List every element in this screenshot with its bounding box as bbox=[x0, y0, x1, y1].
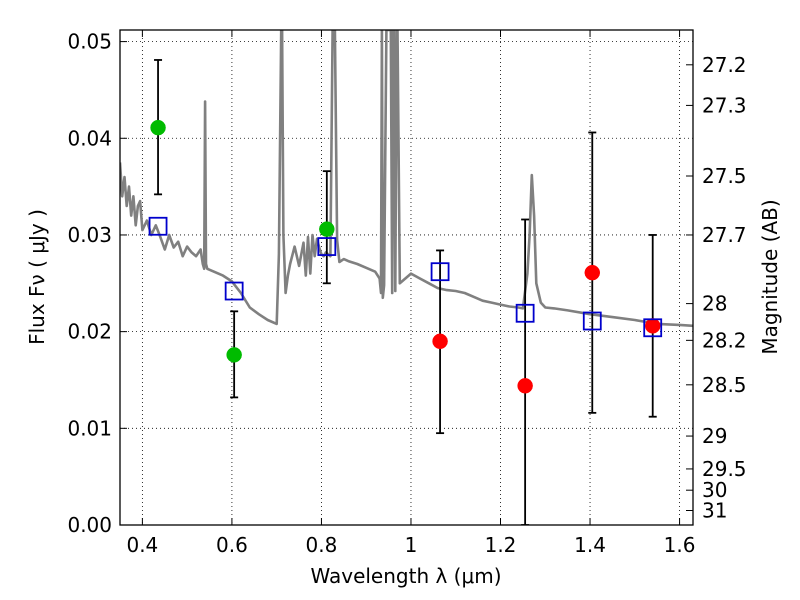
y-tick-label: 0.03 bbox=[67, 223, 112, 247]
low-snr-point bbox=[517, 378, 533, 394]
low-snr-point bbox=[644, 318, 661, 334]
y-tick-label: 0.04 bbox=[67, 126, 112, 150]
model-spectrum-line bbox=[120, 30, 693, 328]
y2-tick-label: 27.3 bbox=[702, 93, 747, 117]
model-photometry-square bbox=[582, 311, 602, 331]
y2-tick-label: 28.2 bbox=[702, 328, 747, 352]
detection-point bbox=[226, 347, 242, 363]
low-snr-point bbox=[432, 333, 448, 350]
plot-frame bbox=[119, 29, 694, 526]
model-photometry-square bbox=[224, 281, 244, 301]
model-photometry-square bbox=[317, 237, 337, 256]
y2-tick-label: 27.7 bbox=[702, 223, 747, 247]
y-tick-label: 0.00 bbox=[67, 513, 112, 537]
y2-tick-label: 31 bbox=[702, 498, 727, 522]
y2-tick-label: 29.5 bbox=[702, 457, 747, 481]
x-tick-label: 1 bbox=[405, 533, 418, 557]
y-axis-left: 0.00 0.01 0.02 0.03 0.04 0.05 bbox=[67, 30, 127, 537]
y-tick-label: 0.02 bbox=[67, 320, 112, 344]
y-axis-title: Flux Fν ( μJy ) bbox=[25, 209, 49, 345]
y2-axis-title: Magnitude (AB) bbox=[758, 199, 782, 354]
y2-tick-label: 28.5 bbox=[702, 373, 747, 397]
model-photometry-square bbox=[515, 303, 535, 323]
x-tick-label: 0.6 bbox=[216, 533, 248, 557]
y-tick-label: 0.05 bbox=[67, 30, 112, 54]
low-snr-point bbox=[584, 264, 601, 281]
y2-tick-label: 27.5 bbox=[702, 164, 747, 188]
y2-tick-label: 30 bbox=[702, 478, 727, 502]
detection-point bbox=[319, 221, 335, 237]
model-photometry-square bbox=[643, 318, 663, 338]
x-tick-label: 1.6 bbox=[664, 533, 696, 557]
grid bbox=[120, 30, 693, 526]
data-markers bbox=[148, 119, 663, 394]
x-tick-label: 0.8 bbox=[306, 533, 338, 557]
y-tick-label: 0.01 bbox=[67, 416, 112, 440]
model-photometry-square bbox=[430, 262, 450, 282]
y2-tick-label: 27.2 bbox=[702, 53, 747, 77]
x-axis: 0.4 0.6 0.8 1 1.2 1.4 1.6 bbox=[126, 30, 695, 557]
y2-tick-label: 29 bbox=[702, 424, 727, 448]
x-tick-label: 1.2 bbox=[485, 533, 517, 557]
detection-point bbox=[150, 119, 166, 136]
x-tick-label: 1.4 bbox=[574, 533, 606, 557]
model-photometry-square bbox=[148, 216, 168, 236]
x-axis-title: Wavelength λ (μm) bbox=[310, 564, 501, 588]
model-spectrum bbox=[120, 30, 693, 328]
x-tick-label: 0.4 bbox=[126, 533, 158, 557]
y2-tick-label: 28 bbox=[702, 292, 727, 316]
